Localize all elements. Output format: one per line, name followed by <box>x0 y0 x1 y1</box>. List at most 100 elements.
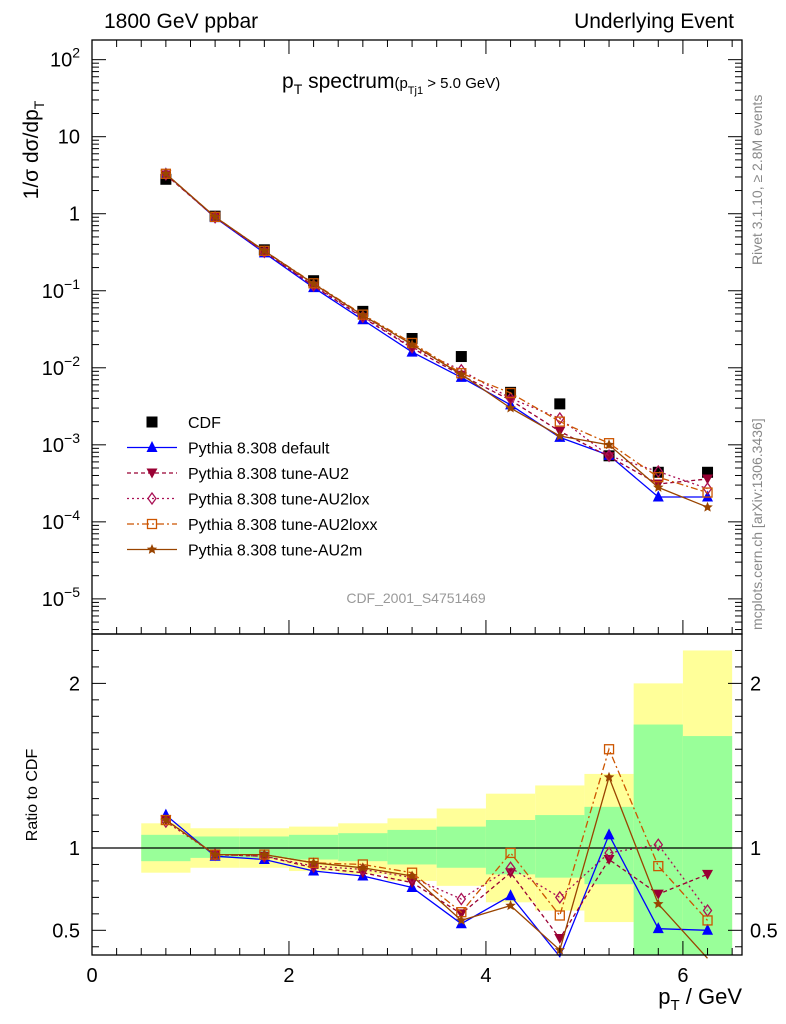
y-tick-label: 102 <box>50 45 80 72</box>
y-tick-label: 10−2 <box>42 353 80 380</box>
data-point <box>702 474 714 485</box>
ratio-point <box>455 909 467 920</box>
ratio-point <box>652 922 664 934</box>
data-point <box>505 402 516 413</box>
ratio-point <box>653 898 664 909</box>
series-0 <box>160 173 714 478</box>
ratio-y-tick-label: 1 <box>69 838 80 860</box>
data-point <box>554 430 565 441</box>
band-green <box>239 836 289 858</box>
main-title: pT spectrum(pTj1 > 5.0 GeV) <box>282 70 500 97</box>
ratio-y-tick-label: 2 <box>69 673 80 695</box>
watermark: CDF_2001_S4751469 <box>346 590 486 606</box>
ratio-y-tick-label: 0.5 <box>52 920 80 942</box>
legend-label: Pythia 8.308 tune-AU2m <box>188 543 362 560</box>
ratio-point <box>702 923 714 935</box>
ratio-point <box>652 889 664 900</box>
band-green <box>190 836 240 858</box>
x-tick-label: 6 <box>677 965 688 987</box>
ratio-y-tick-label-right: 2 <box>750 673 761 695</box>
y-tick-label: 10 <box>58 127 80 149</box>
main-title-cut-post: > 5.0 GeV) <box>423 75 500 92</box>
series-line <box>165 174 708 485</box>
y-tick-label: 10−3 <box>42 430 80 457</box>
x-axis-label-sub: T <box>670 997 679 1014</box>
ratio-point <box>554 890 565 904</box>
legend-item-0: CDF <box>146 415 221 432</box>
data-point <box>653 481 664 492</box>
ratio-point <box>603 855 615 866</box>
series-line <box>165 173 708 508</box>
ratio-point <box>456 892 467 906</box>
ratio-point <box>603 744 615 755</box>
ratio-series-line <box>165 821 709 911</box>
legend-label: CDF <box>188 415 221 432</box>
legend-item-5: Pythia 8.308 tune-AU2m <box>127 543 362 560</box>
mcplots-label: mcplots.cern.ch [arXiv:1306.3436] <box>749 418 765 630</box>
data-point <box>554 398 566 410</box>
data-point <box>209 211 221 222</box>
ratio-point <box>308 857 319 868</box>
main-y-label-sub: T <box>31 100 47 109</box>
data-point <box>308 278 319 289</box>
ratio-series-line <box>165 814 708 958</box>
data-point <box>456 368 467 379</box>
y-tick-label: 1 <box>69 204 80 226</box>
band-green <box>436 826 486 868</box>
legend-marker <box>146 416 158 428</box>
data-point <box>406 339 418 349</box>
ratio-point <box>653 860 664 872</box>
header-right: Underlying Event <box>574 10 734 33</box>
header-left: 1800 GeV ppbar <box>104 10 258 33</box>
ratio-y-tick-label-right: 1 <box>750 838 761 860</box>
legend-item-2: Pythia 8.308 tune-AU2 <box>127 466 349 483</box>
ratio-point <box>603 828 615 840</box>
ratio-series-line <box>165 775 708 959</box>
ratio-point <box>160 814 172 825</box>
ratio-series-4 <box>160 771 708 959</box>
main-y-label: 1/σ dσ/dpT <box>20 100 47 199</box>
ratio-point <box>505 889 517 901</box>
ratio-point <box>357 862 369 873</box>
legend-item-3: Pythia 8.308 tune-AU2lox <box>127 492 369 509</box>
ratio-point <box>505 861 516 875</box>
ratio-point <box>259 849 270 859</box>
ratio-point <box>209 849 221 859</box>
data-point <box>603 439 615 450</box>
band-green <box>485 820 536 875</box>
data-point <box>505 387 516 399</box>
x-axis-label: pT / GeV <box>658 984 742 1014</box>
band-green <box>288 834 339 860</box>
series-line <box>165 173 708 498</box>
data-point <box>702 482 713 496</box>
legend-item-4: Pythia 8.308 tune-AU2loxx <box>127 517 377 534</box>
ratio-point <box>603 771 615 782</box>
legend-marker <box>147 491 157 506</box>
ratio-point <box>308 859 319 873</box>
ratio-point <box>702 869 714 880</box>
data-point <box>455 351 467 363</box>
series-line <box>165 173 708 490</box>
data-point <box>604 449 614 463</box>
legend-marker <box>146 468 158 479</box>
ratio-point <box>456 914 467 925</box>
legend-label: Pythia 8.308 default <box>188 441 330 458</box>
data-point <box>652 490 664 502</box>
ratio-point <box>554 934 566 945</box>
ratio-point <box>505 847 516 859</box>
legend-item-1: Pythia 8.308 default <box>127 441 330 458</box>
x-tick-label: 4 <box>480 965 491 987</box>
data-point <box>357 309 369 320</box>
x-axis-label-p: p <box>658 984 670 1009</box>
ratio-point <box>406 870 418 881</box>
band-green <box>535 815 585 878</box>
x-axis-label-rest: / GeV <box>680 984 743 1009</box>
main-title-sub: T <box>294 81 303 97</box>
main-y-label-text: 1/σ dσ/dp <box>20 109 43 199</box>
data-point <box>702 490 714 502</box>
data-point <box>653 472 664 483</box>
rivet-label: Rivet 3.1.10, ≥ 2.8M events <box>749 95 765 265</box>
data-point <box>259 245 270 256</box>
ratio-point <box>604 846 614 860</box>
